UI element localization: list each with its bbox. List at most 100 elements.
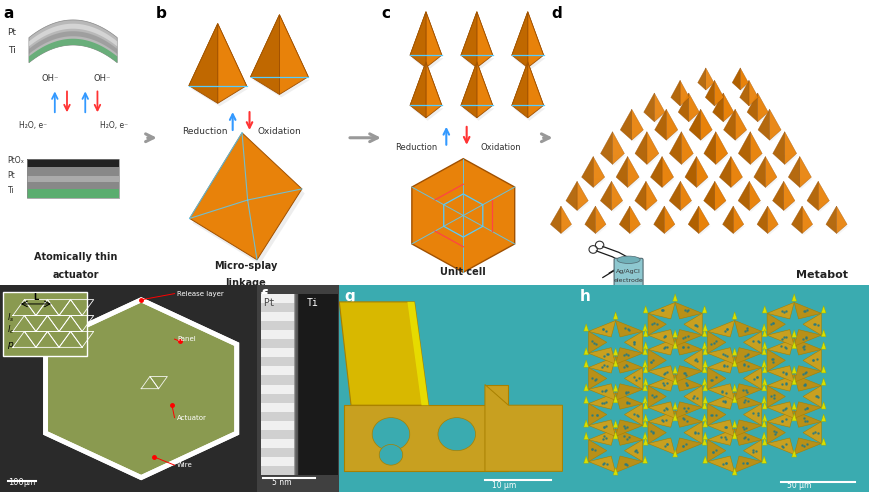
Polygon shape xyxy=(722,93,733,122)
Polygon shape xyxy=(613,360,617,367)
Polygon shape xyxy=(733,357,761,373)
Text: Release layer: Release layer xyxy=(177,291,223,297)
Text: Ag/AgCl: Ag/AgCl xyxy=(615,269,640,274)
Text: OH⁻: OH⁻ xyxy=(42,74,59,83)
Polygon shape xyxy=(653,206,664,234)
Polygon shape xyxy=(28,182,118,189)
Polygon shape xyxy=(740,68,747,90)
Polygon shape xyxy=(587,440,606,461)
Text: h: h xyxy=(580,289,590,305)
Polygon shape xyxy=(702,420,706,427)
Polygon shape xyxy=(733,320,761,337)
Text: Panel: Panel xyxy=(177,336,196,342)
Polygon shape xyxy=(672,402,677,409)
Polygon shape xyxy=(703,181,714,211)
Polygon shape xyxy=(190,89,249,106)
Bar xyxy=(261,357,295,367)
Polygon shape xyxy=(411,58,443,70)
Polygon shape xyxy=(587,429,615,445)
Polygon shape xyxy=(511,62,543,105)
Polygon shape xyxy=(820,438,826,445)
Polygon shape xyxy=(773,202,796,212)
Polygon shape xyxy=(647,338,674,355)
Polygon shape xyxy=(760,396,766,403)
Polygon shape xyxy=(732,348,736,355)
Polygon shape xyxy=(766,313,785,335)
Polygon shape xyxy=(766,330,793,346)
Polygon shape xyxy=(527,12,543,67)
Polygon shape xyxy=(703,132,715,164)
Polygon shape xyxy=(720,179,743,189)
Polygon shape xyxy=(706,429,733,445)
Polygon shape xyxy=(668,132,680,164)
Polygon shape xyxy=(677,93,688,122)
Polygon shape xyxy=(621,131,644,142)
Polygon shape xyxy=(620,109,631,140)
Polygon shape xyxy=(769,109,780,140)
Polygon shape xyxy=(624,368,642,389)
Polygon shape xyxy=(706,368,725,389)
Polygon shape xyxy=(587,420,615,436)
Polygon shape xyxy=(587,348,615,364)
Text: OH⁻: OH⁻ xyxy=(93,74,110,83)
Polygon shape xyxy=(739,155,763,166)
Text: electrode: electrode xyxy=(613,278,643,283)
Polygon shape xyxy=(650,156,661,187)
Polygon shape xyxy=(672,366,677,373)
Polygon shape xyxy=(748,80,758,106)
Polygon shape xyxy=(29,20,117,62)
Polygon shape xyxy=(426,12,441,67)
Polygon shape xyxy=(583,456,588,463)
Polygon shape xyxy=(772,132,784,164)
Polygon shape xyxy=(723,109,734,140)
Polygon shape xyxy=(706,348,733,364)
Polygon shape xyxy=(743,332,761,353)
Polygon shape xyxy=(279,15,308,94)
Polygon shape xyxy=(670,202,693,212)
Polygon shape xyxy=(613,468,617,475)
Polygon shape xyxy=(642,366,647,373)
Polygon shape xyxy=(791,414,796,421)
Polygon shape xyxy=(706,420,733,436)
Polygon shape xyxy=(461,12,492,55)
Polygon shape xyxy=(645,181,656,211)
Polygon shape xyxy=(793,366,820,382)
Bar xyxy=(3,292,87,356)
Bar xyxy=(261,294,295,303)
Polygon shape xyxy=(773,155,798,166)
Text: d: d xyxy=(551,6,561,21)
Polygon shape xyxy=(672,341,677,349)
Polygon shape xyxy=(511,12,543,55)
Polygon shape xyxy=(550,206,561,234)
Polygon shape xyxy=(793,338,820,355)
Polygon shape xyxy=(664,206,674,234)
Bar xyxy=(297,294,337,475)
Polygon shape xyxy=(733,429,761,445)
Polygon shape xyxy=(760,420,766,427)
Text: Oxidation: Oxidation xyxy=(480,143,521,152)
Polygon shape xyxy=(580,156,593,187)
Polygon shape xyxy=(701,378,706,385)
Polygon shape xyxy=(29,31,117,54)
Polygon shape xyxy=(561,206,571,234)
Polygon shape xyxy=(702,396,706,403)
Polygon shape xyxy=(760,384,766,391)
Polygon shape xyxy=(743,403,761,426)
Polygon shape xyxy=(715,132,727,164)
Polygon shape xyxy=(615,320,642,337)
Polygon shape xyxy=(766,206,778,234)
Polygon shape xyxy=(635,202,658,212)
Polygon shape xyxy=(511,12,527,67)
Text: H₂O, e⁻: H₂O, e⁻ xyxy=(19,121,48,130)
Polygon shape xyxy=(791,377,796,385)
Polygon shape xyxy=(743,440,761,461)
Polygon shape xyxy=(586,226,607,235)
Polygon shape xyxy=(791,450,796,457)
Polygon shape xyxy=(719,156,730,187)
Polygon shape xyxy=(576,181,587,211)
Polygon shape xyxy=(565,181,576,211)
Polygon shape xyxy=(702,360,706,367)
Circle shape xyxy=(379,444,402,465)
Polygon shape xyxy=(759,131,782,142)
Polygon shape xyxy=(513,108,545,121)
